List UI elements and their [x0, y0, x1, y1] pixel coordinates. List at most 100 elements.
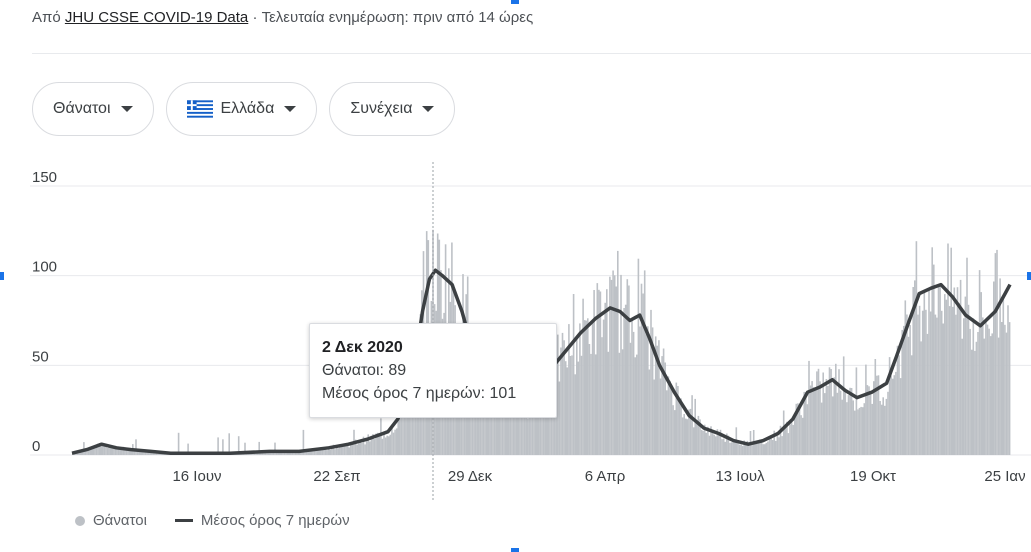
deaths-bar [125, 448, 128, 455]
deaths-bar [124, 447, 126, 455]
deaths-bar [256, 452, 259, 455]
deaths-bar [662, 348, 665, 455]
deaths-bar [593, 290, 595, 455]
deaths-bar [381, 438, 384, 455]
deaths-bar [94, 445, 96, 455]
deaths-bar [517, 417, 520, 455]
deaths-bar [745, 443, 747, 455]
last-updated: · Τελευταία ενημέρωση: πριν από 14 ώρες [252, 9, 534, 26]
deaths-bar [151, 452, 153, 455]
deaths-bar [899, 378, 902, 455]
deaths-bar [149, 452, 151, 455]
deaths-bar [378, 434, 381, 455]
deaths-bar [397, 417, 399, 455]
deaths-bar [861, 407, 864, 455]
deaths-bar [907, 336, 910, 455]
metric-dropdown[interactable]: Θάνατοι [32, 82, 154, 136]
country-label: Ελλάδα [220, 100, 275, 117]
deaths-bar [982, 317, 984, 455]
deaths-bar [794, 413, 796, 455]
deaths-bar [653, 379, 655, 455]
deaths-bar [285, 451, 287, 455]
deaths-bar [645, 334, 648, 455]
deaths-bar [343, 443, 346, 455]
deaths-bar [779, 425, 782, 455]
deaths-bar [716, 429, 719, 455]
deaths-bar [936, 317, 938, 455]
range-dropdown[interactable]: Συνέχεια [329, 82, 456, 136]
deaths-bar [365, 441, 368, 455]
deaths-bar [327, 446, 330, 455]
deaths-bar [977, 332, 979, 455]
deaths-bar [337, 448, 339, 455]
deaths-bar [729, 442, 731, 455]
deaths-bar [364, 444, 366, 455]
deaths-bar [801, 417, 804, 455]
deaths-bar [901, 329, 903, 455]
deaths-bar [991, 333, 993, 455]
filter-bar: Θάνατοι Ελλάδα Συνέχεια [32, 82, 456, 136]
deaths-bar [890, 375, 892, 455]
caret-down-icon [120, 106, 133, 112]
deaths-bar [612, 270, 614, 455]
deaths-bar [865, 364, 867, 455]
deaths-bar [515, 415, 518, 455]
deaths-bar [410, 398, 412, 455]
deaths-bar [869, 393, 872, 455]
deaths-bar [831, 396, 834, 455]
deaths-bar [708, 435, 711, 455]
deaths-bar [691, 395, 693, 455]
deaths-bar [621, 349, 624, 455]
deaths-bar [596, 283, 599, 455]
source-link[interactable]: JHU CSSE COVID-19 Data [64, 9, 249, 26]
deaths-bar [566, 367, 569, 455]
deaths-bar [928, 288, 930, 455]
deaths-bar [640, 283, 643, 455]
deaths-bar [844, 389, 847, 455]
deaths-bar [339, 446, 341, 455]
deaths-bar [920, 341, 922, 455]
deaths-bar [539, 386, 542, 455]
deaths-bar [721, 439, 723, 455]
deaths-bar [692, 427, 695, 455]
deaths-bar [373, 439, 376, 455]
deaths-bar [1005, 332, 1008, 455]
deaths-bar [345, 446, 347, 455]
deaths-bar [114, 445, 117, 455]
source-line: Από JHU CSSE COVID-19 Data · Τελευταία ε… [32, 9, 533, 26]
country-dropdown[interactable]: Ελλάδα [165, 82, 318, 136]
deaths-bar [664, 362, 666, 455]
deaths-bar [399, 415, 401, 455]
deaths-bar [561, 332, 564, 455]
deaths-bar [659, 378, 662, 455]
deaths-bar [601, 337, 603, 455]
deaths-bar [102, 445, 104, 455]
deaths-bar [98, 443, 101, 455]
deaths-bar [874, 359, 877, 455]
deaths-bar [391, 427, 393, 455]
deaths-bar [91, 449, 93, 455]
deaths-bar [302, 429, 305, 455]
deaths-bar [280, 451, 283, 455]
deaths-bar [884, 405, 886, 455]
deaths-bar [552, 384, 554, 455]
deaths-bar [647, 326, 649, 455]
deaths-bar [531, 388, 534, 455]
deaths-bar [395, 428, 398, 455]
deaths-bar [272, 452, 275, 455]
deaths-bar [574, 374, 576, 455]
deaths-bar [624, 304, 627, 455]
deaths-bar [523, 381, 526, 455]
deaths-bar [658, 340, 660, 455]
deaths-bar [743, 440, 745, 455]
deaths-bar [768, 436, 771, 455]
selection-handle [511, 0, 519, 4]
deaths-bar [609, 276, 611, 455]
deaths-bar [86, 450, 88, 455]
deaths-bar [217, 437, 219, 455]
deaths-bar [342, 445, 344, 455]
deaths-bar [520, 398, 523, 455]
deaths-bar [762, 444, 764, 455]
deaths-bar [921, 310, 924, 455]
deaths-bar [629, 342, 632, 455]
